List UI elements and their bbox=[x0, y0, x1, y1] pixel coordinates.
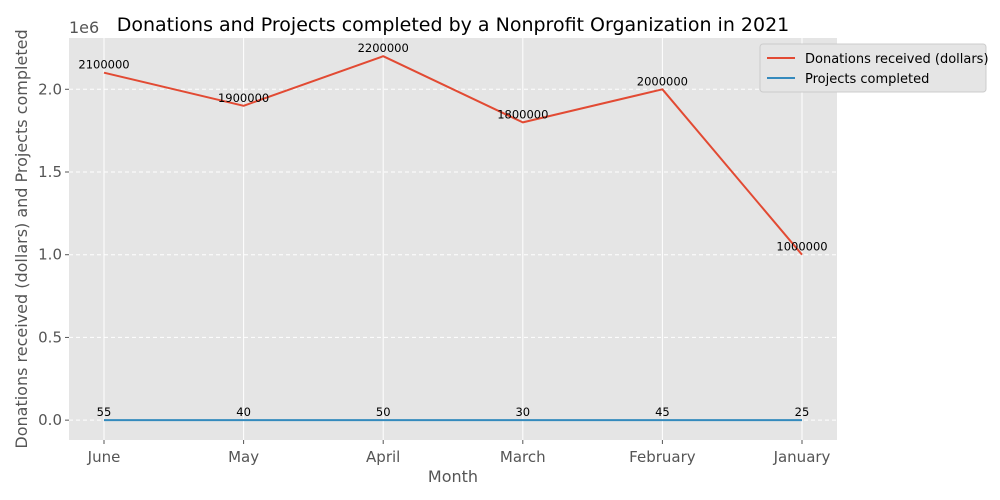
data-label: 50 bbox=[376, 405, 391, 419]
y-tick-label: 2.0 bbox=[38, 80, 62, 98]
series-group bbox=[103, 55, 803, 422]
x-axis-ticks: June May April March February January bbox=[87, 440, 831, 466]
legend-label-1: Donations received (dollars) bbox=[805, 52, 989, 67]
data-label: 1900000 bbox=[218, 91, 269, 105]
plot-area bbox=[69, 38, 837, 440]
data-labels: 2100000 1900000 2200000 1800000 2000000 10000… bbox=[78, 41, 827, 419]
data-label: 55 bbox=[97, 405, 112, 419]
data-label: 30 bbox=[515, 405, 530, 419]
x-tick-label: March bbox=[500, 448, 546, 466]
y-tick-label: 0.5 bbox=[38, 328, 62, 346]
legend-box bbox=[759, 43, 987, 93]
y-tick-label: 1.5 bbox=[38, 163, 62, 181]
x-tick-label: April bbox=[366, 448, 400, 466]
x-axis-label: Month bbox=[428, 467, 478, 486]
y-tick-label: 1.0 bbox=[38, 246, 62, 264]
data-label: 1000000 bbox=[776, 240, 827, 254]
series-line-1 bbox=[103, 55, 803, 256]
data-label: 2000000 bbox=[637, 74, 688, 88]
y-axis-ticks: 0.0 0.5 1.0 1.5 2.0 bbox=[38, 80, 69, 429]
y-offset-label: 1e6 bbox=[69, 18, 99, 37]
x-tick-label: May bbox=[228, 448, 259, 466]
data-label: 40 bbox=[236, 405, 251, 419]
legend: Donations received (dollars) Projects com… bbox=[759, 43, 989, 93]
x-tick-label: June bbox=[87, 448, 121, 466]
data-label: 2100000 bbox=[78, 58, 129, 72]
x-tick-label: February bbox=[629, 448, 696, 466]
chart-title: Donations and Projects completed by a No… bbox=[117, 14, 790, 36]
y-tick-label: 0.0 bbox=[38, 411, 62, 429]
data-label: 25 bbox=[795, 405, 810, 419]
y-axis-label: Donations received (dollars) and Project… bbox=[12, 29, 31, 448]
data-label: 2200000 bbox=[358, 41, 409, 55]
data-label: 45 bbox=[655, 405, 670, 419]
data-label: 1800000 bbox=[497, 107, 548, 121]
x-tick-label: January bbox=[773, 448, 831, 466]
legend-label-2: Projects completed bbox=[805, 72, 929, 87]
